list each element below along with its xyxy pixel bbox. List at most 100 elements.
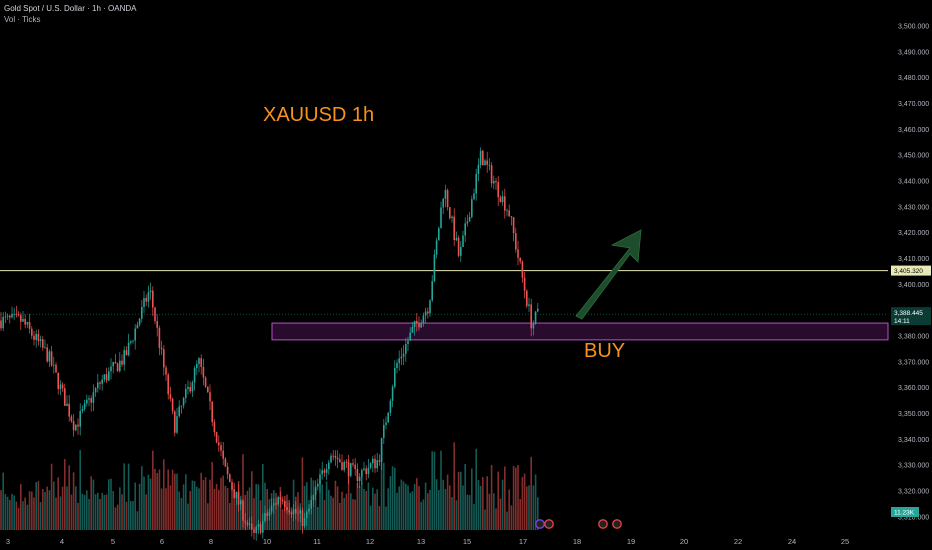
volume-bar [262, 463, 264, 530]
event-marker-icon[interactable] [598, 519, 608, 529]
event-marker-icon[interactable] [612, 519, 622, 529]
candle-body [200, 358, 202, 367]
volume-bar [510, 505, 513, 530]
candle-body [352, 463, 354, 465]
candle-body [530, 304, 532, 329]
candle-body [24, 318, 26, 325]
price-tick-label: 3,380.000 [898, 333, 929, 340]
candle-body [110, 366, 112, 372]
volume-bar [180, 498, 183, 530]
candle-body [198, 358, 200, 365]
candle-body [391, 386, 394, 401]
buy-annotation: BUY [584, 340, 625, 362]
volume-bar [207, 503, 209, 530]
candle-body [28, 322, 31, 329]
buy-zone-rect[interactable] [271, 322, 889, 341]
candle-body [444, 189, 447, 199]
candle-body [68, 403, 70, 417]
candle-body [99, 382, 101, 384]
volume-bar [90, 476, 92, 530]
candle-body [501, 196, 504, 203]
candle-body [312, 495, 315, 501]
volume-bar [405, 483, 407, 530]
volume-bar [530, 456, 532, 530]
volume-bar [457, 471, 460, 530]
volume-bar [246, 490, 249, 530]
candle-body [383, 424, 385, 438]
volume-bar [383, 462, 385, 530]
volume-bar [462, 485, 464, 530]
price-tick-label: 3,370.000 [898, 359, 929, 366]
candle-body [328, 462, 330, 470]
volume-bar [330, 495, 332, 530]
volume-bar [59, 496, 62, 530]
candle-body [279, 497, 282, 500]
price-axis[interactable]: 3,500.000 3,490.000 3,480.000 3,470.000 3,46… [898, 24, 929, 522]
candle-body [330, 455, 332, 463]
volume-bar [147, 474, 150, 530]
volume-bar [449, 485, 451, 530]
volume-bar [301, 457, 304, 530]
candle-body [189, 387, 191, 392]
time-tick-label: 11 [313, 537, 321, 546]
volume-bar [158, 469, 161, 530]
volume-bar [339, 502, 341, 530]
volume-bar [532, 485, 535, 530]
candle-body [81, 409, 84, 412]
candle-body [77, 424, 79, 427]
volume-bar [431, 451, 433, 530]
volume-bar [178, 491, 180, 530]
event-marker-icon[interactable] [544, 519, 554, 529]
candle-body [402, 353, 405, 357]
volume-badge [891, 507, 919, 517]
candle-body [207, 386, 209, 393]
price-tick-label: 3,330.000 [898, 463, 929, 470]
candle-body [240, 500, 242, 505]
volume-bar [451, 497, 453, 530]
candle-body [264, 513, 266, 522]
candle-body [409, 332, 411, 341]
candle-body [246, 522, 249, 525]
candle-body [165, 367, 167, 375]
volume-bar [37, 481, 40, 530]
candle-body [477, 164, 480, 174]
price-tick-label: 3,400.000 [898, 282, 929, 289]
candle-body [369, 463, 372, 468]
candle-body [290, 512, 293, 515]
candle-body [31, 328, 33, 336]
candle-body [292, 509, 295, 515]
event-marker-icon[interactable] [535, 519, 545, 529]
candle-body [92, 392, 95, 403]
candle-body [482, 150, 484, 166]
candle-body [424, 311, 427, 316]
candle-body [400, 356, 403, 359]
candle-body [515, 233, 517, 250]
volume-bar [145, 494, 147, 530]
candle-body [237, 491, 240, 505]
volume-bar [33, 497, 35, 530]
volume-bar [110, 478, 112, 530]
volume-bar [46, 486, 48, 530]
candle-body [178, 406, 180, 417]
candle-body [468, 217, 471, 222]
volume-bar [534, 474, 537, 530]
up-arrow-icon [575, 229, 642, 320]
candle-body [435, 240, 438, 255]
volume-bar [121, 494, 123, 530]
volume-bar [154, 468, 156, 530]
volume-bar [446, 474, 449, 530]
candle-body [196, 364, 198, 368]
time-axis[interactable]: 3 4 5 6 8 10 11 12 13 15 17 18 19 20 22 24 25 [6, 537, 849, 546]
volume-bar [251, 471, 253, 530]
candle-body [143, 298, 145, 307]
volume-bar [163, 459, 165, 530]
volume-bar [460, 471, 462, 530]
candle-body [537, 308, 539, 312]
volume-bar [528, 485, 530, 530]
symbol-title: Gold Spot / U.S. Dollar · 1h · OANDA [4, 4, 137, 13]
candle-body [213, 422, 216, 433]
volume-bar [26, 504, 29, 530]
volume-bar [79, 450, 81, 530]
